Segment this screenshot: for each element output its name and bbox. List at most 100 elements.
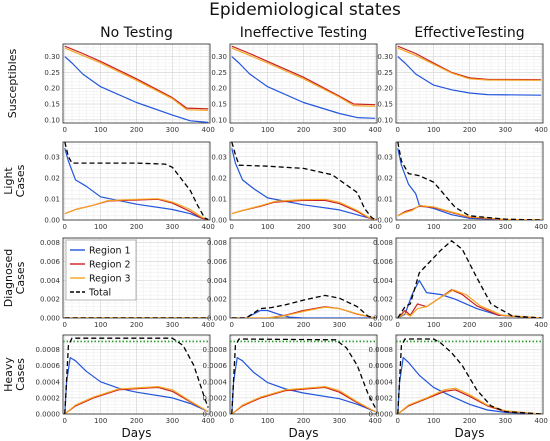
legend-entry: Total — [88, 288, 111, 299]
x-tick-label: 400 — [369, 417, 382, 425]
y-tick-label: 0.0002 — [36, 394, 61, 402]
axes-frame — [62, 141, 211, 221]
y-tick-label: 0.002 — [40, 296, 60, 304]
subplot: 0 100 200 300 400 0.10 0.15 0.20 0.25 0.30 — [211, 43, 382, 134]
legend-entry: Region 1 — [89, 246, 131, 257]
y-tick-label: 0.0002 — [203, 394, 228, 402]
subplot: 0 100 200 300 400 0.000 0.002 0.004 0.006 0.008 — [207, 237, 382, 329]
y-tick-label: 0.25 — [211, 69, 227, 77]
x-tick-label: 200 — [463, 223, 476, 231]
x-tick-label: 100 — [427, 321, 440, 329]
legend: Region 1 Region 2 Region 3 Total — [65, 239, 137, 301]
x-tick-label: 100 — [94, 321, 107, 329]
y-tick-label: 0.15 — [44, 101, 60, 109]
x-tick-label: 100 — [427, 417, 440, 425]
x-axis-label: Days — [289, 426, 319, 440]
series-line-region-1 — [64, 56, 209, 123]
y-tick-label: 0.01 — [44, 195, 60, 203]
x-tick-label: 100 — [261, 223, 274, 231]
y-tick-label: 0.15 — [211, 101, 227, 109]
x-tick-label: 0 — [63, 126, 67, 134]
x-tick-label: 0 — [63, 417, 67, 425]
y-tick-label: 0.008 — [373, 239, 393, 247]
x-tick-label: 300 — [166, 417, 179, 425]
y-tick-label: 0.25 — [44, 69, 60, 77]
series-line-region-3 — [231, 47, 376, 107]
x-tick-label: 300 — [333, 223, 346, 231]
x-tick-label: 100 — [261, 417, 274, 425]
series-line-region-2 — [64, 45, 209, 110]
series-line-total — [231, 142, 376, 220]
x-tick-label: 300 — [166, 223, 179, 231]
x-tick-label: 200 — [297, 126, 310, 134]
x-tick-label: 400 — [535, 223, 548, 231]
y-tick-label: 0.30 — [44, 53, 60, 61]
y-tick-label: 0.000 — [40, 315, 60, 323]
x-tick-label: 200 — [130, 223, 143, 231]
row-label: Light — [2, 167, 15, 195]
x-tick-label: 0 — [230, 321, 234, 329]
axes-frame — [395, 141, 544, 221]
series-line-total — [231, 338, 376, 414]
row-label: Cases — [14, 261, 27, 294]
x-tick-label: 100 — [261, 126, 274, 134]
column-title: No Testing — [100, 25, 173, 41]
y-tick-label: 0.25 — [377, 69, 393, 77]
row-label: Cases — [14, 164, 27, 197]
series-line-region-1 — [231, 148, 376, 220]
x-tick-label: 0 — [230, 223, 234, 231]
y-tick-label: 0.0000 — [369, 411, 394, 419]
series-line-region-3 — [397, 47, 542, 81]
y-tick-label: 0.01 — [211, 195, 227, 203]
y-tick-label: 0.00 — [377, 217, 393, 225]
y-tick-label: 0.03 — [44, 153, 60, 161]
y-tick-label: 0.0008 — [36, 346, 61, 354]
series-line-region-3 — [64, 198, 209, 220]
series-line-region-1 — [397, 56, 542, 96]
x-tick-label: 400 — [369, 126, 382, 134]
x-tick-label: 300 — [166, 321, 179, 329]
y-tick-label: 0.0006 — [369, 362, 394, 370]
x-tick-label: 0 — [63, 223, 67, 231]
x-tick-label: 300 — [499, 321, 512, 329]
y-tick-label: 0.20 — [211, 85, 227, 93]
y-tick-label: 0.0002 — [369, 394, 394, 402]
subplot: 0 100 200 300 400 0.00 0.01 0.02 0.03 — [44, 141, 215, 231]
axes-frame — [62, 43, 211, 124]
y-tick-label: 0.0000 — [203, 411, 228, 419]
y-tick-label: 0.004 — [40, 277, 61, 285]
y-tick-label: 0.00 — [44, 217, 60, 225]
x-tick-label: 200 — [130, 126, 143, 134]
y-tick-label: 0.10 — [44, 116, 60, 124]
x-tick-label: 0 — [230, 417, 234, 425]
y-tick-label: 0.01 — [377, 195, 393, 203]
figure-title: Epidemiological states — [209, 0, 401, 20]
subplot: 0 100 200 300 400 0.10 0.15 0.20 0.25 0.30 — [377, 43, 548, 134]
y-tick-label: 0.20 — [44, 85, 60, 93]
axes-frame — [229, 334, 378, 415]
x-tick-label: 400 — [202, 321, 215, 329]
y-tick-label: 0.000 — [207, 315, 227, 323]
y-tick-label: 0.004 — [373, 277, 394, 285]
x-tick-label: 0 — [230, 126, 234, 134]
legend-entry: Region 2 — [89, 260, 131, 271]
y-tick-label: 0.002 — [207, 296, 227, 304]
y-tick-label: 0.0008 — [203, 346, 228, 354]
x-tick-label: 200 — [463, 321, 476, 329]
y-tick-label: 0.0004 — [36, 378, 61, 386]
subplot: 0 100 200 300 400 0.000 0.002 0.004 0.006 0.008 — [373, 237, 548, 329]
series-line-region-3 — [64, 47, 209, 111]
row-label: Susceptibles — [6, 49, 19, 119]
y-tick-label: 0.00 — [211, 217, 227, 225]
legend-entry: Region 3 — [89, 274, 131, 285]
x-tick-label: 200 — [130, 417, 143, 425]
y-tick-label: 0.20 — [377, 85, 393, 93]
y-tick-label: 0.008 — [40, 239, 60, 247]
y-tick-label: 0.008 — [207, 239, 227, 247]
series-line-total — [397, 240, 542, 318]
x-tick-label: 0 — [63, 321, 67, 329]
y-tick-label: 0.000 — [373, 315, 393, 323]
series-line-total — [231, 294, 376, 318]
y-tick-label: 0.03 — [377, 153, 393, 161]
